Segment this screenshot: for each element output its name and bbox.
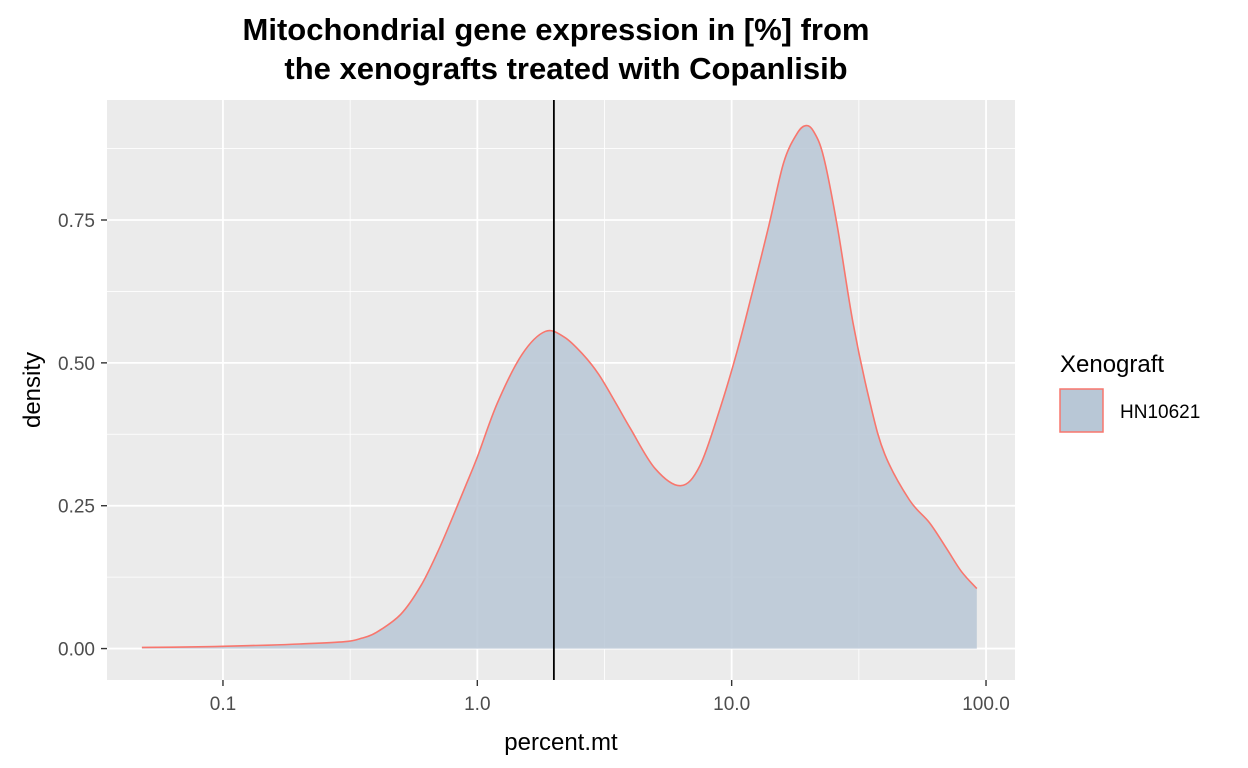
density-area-hn10621 <box>141 125 977 649</box>
x-axis-title: percent.mt <box>504 729 618 756</box>
chart-title-line-2: the xenografts treated with Copanlisib <box>284 51 847 86</box>
x-tick-label: 100.0 <box>962 694 1010 715</box>
legend: Xenograft HN10621 <box>1059 351 1200 433</box>
x-tick-label: 0.1 <box>210 694 236 715</box>
y-axis-title: density <box>19 352 46 428</box>
y-tick-label: 0.50 <box>58 354 95 375</box>
axis-layer: 0.1 1.0 10.0 100.0 0.00 0.25 0.50 0.75 <box>58 211 1010 715</box>
y-tick-label: 0.25 <box>58 497 95 518</box>
chart-title-line-1: Mitochondrial gene expression in [%] fro… <box>243 12 870 47</box>
legend-key-swatch <box>1059 388 1104 433</box>
y-tick-label: 0.75 <box>58 211 95 232</box>
legend-title: Xenograft <box>1060 351 1164 378</box>
x-tick-label: 10.0 <box>713 694 750 715</box>
density-line-hn10621 <box>141 124 978 649</box>
series-layer <box>141 124 978 649</box>
y-tick-label: 0.00 <box>58 640 95 661</box>
legend-label-hn10621: HN10621 <box>1120 402 1200 423</box>
x-tick-label: 1.0 <box>464 694 490 715</box>
